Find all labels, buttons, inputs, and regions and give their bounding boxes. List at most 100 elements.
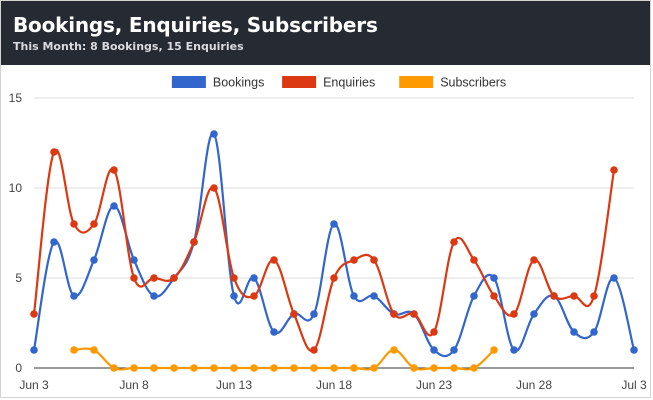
x-tick-label: Jun 18 [316, 378, 352, 392]
bookings-legend-label[interactable]: Bookings [213, 76, 264, 90]
enquiries-data-point[interactable] [490, 292, 498, 300]
bookings-data-point[interactable] [130, 256, 138, 264]
enquiries-legend-swatch[interactable] [282, 76, 317, 88]
x-tick-label: Jun 13 [216, 378, 252, 392]
bookings-data-point[interactable] [270, 328, 278, 336]
subscribers-data-point[interactable] [170, 364, 178, 372]
enquiries-data-point[interactable] [50, 148, 58, 156]
bookings-data-point[interactable] [470, 292, 478, 300]
subscribers-legend-label[interactable]: Subscribers [440, 76, 506, 90]
bookings-data-point[interactable] [570, 328, 578, 336]
bookings-data-point[interactable] [70, 292, 78, 300]
enquiries-data-point[interactable] [570, 292, 578, 300]
enquiries-data-point[interactable] [190, 238, 198, 246]
subscribers-data-point[interactable] [110, 364, 118, 372]
enquiries-data-point[interactable] [470, 256, 478, 264]
panel-title: Bookings, Enquiries, Subscribers [13, 13, 378, 37]
enquiries-data-point[interactable] [410, 310, 418, 318]
enquiries-data-point[interactable] [330, 274, 338, 282]
subscribers-data-point[interactable] [130, 364, 138, 372]
subscribers-data-point[interactable] [450, 364, 458, 372]
bookings-data-point[interactable] [530, 310, 538, 318]
subscribers-data-point[interactable] [430, 364, 438, 372]
bookings-data-point[interactable] [250, 274, 258, 282]
enquiries-data-point[interactable] [290, 310, 298, 318]
bookings-data-point[interactable] [310, 310, 318, 318]
bookings-data-point[interactable] [30, 346, 38, 354]
x-tick-label: Jul 3 [621, 378, 647, 392]
y-tick-label: 10 [9, 181, 23, 195]
enquiries-data-point[interactable] [310, 346, 318, 354]
subscribers-data-point[interactable] [370, 364, 378, 372]
panel-subtitle: This Month: 8 Bookings, 15 Enquiries [13, 40, 244, 53]
x-tick-label: Jun 28 [516, 378, 552, 392]
enquiries-data-point[interactable] [170, 274, 178, 282]
bookings-data-point[interactable] [350, 292, 358, 300]
bookings-data-point[interactable] [630, 346, 638, 354]
bookings-data-point[interactable] [330, 220, 338, 228]
subscribers-legend-swatch[interactable] [399, 76, 434, 88]
panel-header: Bookings, Enquiries, Subscribers This Mo… [1, 1, 650, 65]
subscribers-data-point[interactable] [330, 364, 338, 372]
enquiries-data-point[interactable] [150, 274, 158, 282]
bookings-data-point[interactable] [90, 256, 98, 264]
enquiries-data-point[interactable] [70, 220, 78, 228]
bookings-data-point[interactable] [230, 292, 238, 300]
y-tick-label: 15 [9, 91, 23, 105]
y-tick-label: 0 [15, 361, 22, 375]
subscribers-data-point[interactable] [210, 364, 218, 372]
enquiries-data-point[interactable] [110, 166, 118, 174]
enquiries-data-point[interactable] [350, 256, 358, 264]
line-chart: 0 5 10 15 Jun 3 Jun 8 Jun 13 Jun 18 Jun 23 Jun 28… [9, 76, 647, 393]
subscribers-data-point[interactable] [150, 364, 158, 372]
enquiries-data-point[interactable] [250, 292, 258, 300]
bookings-data-point[interactable] [510, 346, 518, 354]
bookings-data-point[interactable] [370, 292, 378, 300]
subscribers-data-point[interactable] [250, 364, 258, 372]
enquiries-data-point[interactable] [270, 256, 278, 264]
enquiries-data-point[interactable] [230, 274, 238, 282]
subscribers-data-point[interactable] [350, 364, 358, 372]
bookings-data-point[interactable] [50, 238, 58, 246]
enquiries-data-point[interactable] [130, 274, 138, 282]
enquiries-data-point[interactable] [590, 292, 598, 300]
bookings-data-point[interactable] [210, 130, 218, 138]
enquiries-data-point[interactable] [450, 238, 458, 246]
enquiries-data-point[interactable] [550, 292, 558, 300]
bookings-data-point[interactable] [590, 328, 598, 336]
subscribers-series-line [73, 347, 495, 371]
bookings-data-point[interactable] [610, 274, 618, 282]
subscribers-data-point[interactable] [270, 364, 278, 372]
bookings-data-point[interactable] [490, 274, 498, 282]
bookings-data-point[interactable] [430, 346, 438, 354]
x-tick-label: Jun 8 [119, 378, 149, 392]
subscribers-data-point[interactable] [390, 346, 398, 354]
enquiries-data-point[interactable] [30, 310, 38, 318]
enquiries-data-point[interactable] [370, 256, 378, 264]
enquiries-data-point[interactable] [530, 256, 538, 264]
subscribers-data-point[interactable] [310, 364, 318, 372]
bookings-series-line [32, 132, 636, 358]
subscribers-data-point[interactable] [230, 364, 238, 372]
subscribers-data-point[interactable] [470, 364, 478, 372]
x-tick-label: Jun 3 [19, 378, 49, 392]
bookings-data-point[interactable] [110, 202, 118, 210]
subscribers-data-point[interactable] [190, 364, 198, 372]
enquiries-data-point[interactable] [610, 166, 618, 174]
subscribers-data-point[interactable] [90, 346, 98, 354]
enquiries-data-point[interactable] [510, 310, 518, 318]
bookings-data-point[interactable] [450, 346, 458, 354]
subscribers-data-point[interactable] [290, 364, 298, 372]
x-tick-label: Jun 23 [416, 378, 452, 392]
enquiries-data-point[interactable] [430, 328, 438, 336]
enquiries-data-point[interactable] [390, 310, 398, 318]
enquiries-data-point[interactable] [90, 220, 98, 228]
enquiries-data-point[interactable] [210, 184, 218, 192]
subscribers-data-point[interactable] [70, 346, 78, 354]
bookings-data-point[interactable] [150, 292, 158, 300]
enquiries-legend-label[interactable]: Enquiries [323, 76, 375, 90]
bookings-legend-swatch[interactable] [171, 76, 206, 88]
subscribers-data-point[interactable] [410, 364, 418, 372]
subscribers-data-point[interactable] [490, 346, 498, 354]
